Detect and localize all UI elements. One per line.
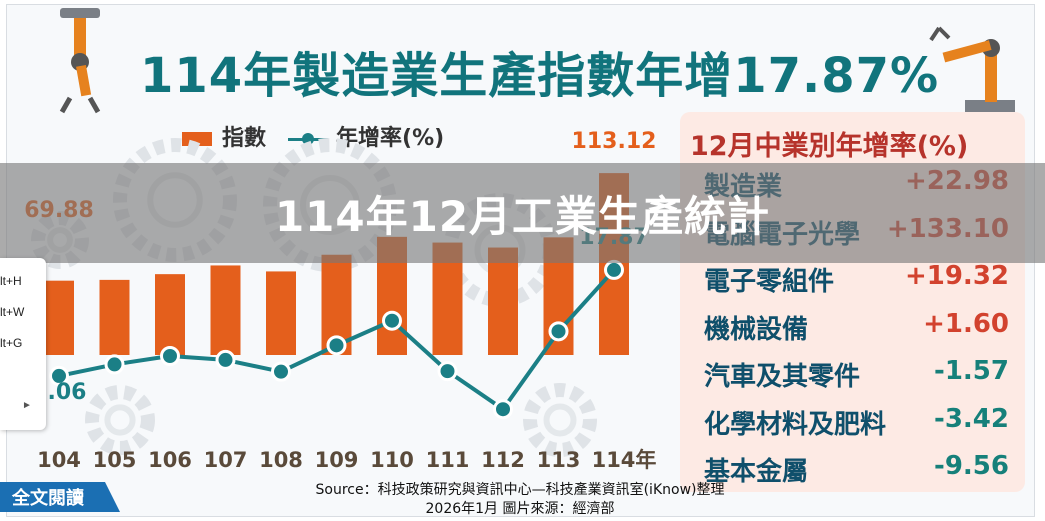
industry-name: 汽車及其零件	[704, 362, 861, 392]
source-line-1: Source：科技政策研究與資訊中心—科技產業資訊室(iKnow)整理	[315, 482, 725, 498]
context-menu-item[interactable]: lt+H	[0, 274, 22, 288]
x-tick-label: 113	[537, 448, 581, 472]
legend-bar-label: 指數	[222, 126, 267, 151]
x-tick-label: 104	[37, 448, 81, 472]
industry-growth-row: 基本金屬 -9.56	[704, 451, 1009, 491]
industry-growth-value: +19.32	[904, 261, 1009, 291]
x-tick-label: 111	[426, 448, 470, 472]
background-gear-hub-icon	[104, 404, 136, 436]
growth-rate-point	[437, 361, 458, 382]
industry-growth-row: 汽車及其零件 -1.57	[704, 356, 1009, 396]
index-bar	[155, 274, 185, 355]
growth-rate-point	[493, 399, 513, 420]
x-tick-label: 106	[148, 448, 192, 472]
growth-rate-point	[326, 335, 347, 356]
bar-data-label: 113.12	[572, 129, 657, 154]
index-bar	[210, 265, 241, 355]
line-data-label: .06	[48, 380, 87, 405]
context-menu-item[interactable]: lt+G	[0, 336, 23, 350]
industry-growth-row: 化學材料及肥料 -3.42	[704, 404, 1009, 444]
headline: 114年製造業生產指數年增17.87%	[140, 48, 940, 104]
source-credit: Source：科技政策研究與資訊中心—科技產業資訊室(iKnow)整理 2026…	[200, 481, 840, 519]
background-gear-icon	[523, 383, 597, 457]
growth-rate-point	[160, 346, 180, 366]
x-tick-label: 105	[93, 448, 137, 472]
growth-rate-point	[271, 361, 291, 382]
industry-growth-value: -3.42	[934, 403, 1009, 434]
index-bar	[44, 280, 74, 355]
background-gear-icon	[85, 385, 155, 455]
legend-line-label: 年增率(%)	[336, 126, 445, 151]
overlay-title: 114年12月工業生產統計	[274, 191, 771, 241]
submenu-arrow-icon[interactable]: ►	[22, 400, 32, 411]
growth-rate-point	[548, 321, 569, 342]
industry-growth-value: -9.56	[934, 451, 1009, 481]
title-overlay-band: 114年12月工業生產統計	[0, 163, 1045, 263]
industry-name: 基本金屬	[704, 457, 809, 487]
growth-rate-point	[215, 349, 236, 370]
growth-rate-point	[604, 259, 624, 280]
source-line-2: 2026年1月 圖片來源：經濟部	[425, 501, 615, 517]
x-tick-label: 112	[481, 448, 525, 472]
background-gear-hub-icon	[543, 403, 577, 437]
growth-rate-point	[49, 365, 69, 386]
industry-growth-row: 電子零組件 +19.32	[704, 261, 1009, 301]
industry-name: 機械設備	[704, 314, 809, 345]
growth-rate-point	[382, 310, 402, 331]
context-menu: lt+H lt+W lt+G ►	[0, 258, 46, 430]
context-menu-item[interactable]: lt+W	[0, 305, 25, 319]
x-tick-label: 110	[370, 448, 414, 472]
industry-name: 電子零組件	[704, 267, 835, 297]
index-bar	[99, 279, 130, 355]
x-tick-label: 109	[315, 448, 359, 472]
industry-growth-value: -1.57	[934, 356, 1009, 386]
industry-growth-value: +1.60	[923, 308, 1009, 339]
x-tick-label: 114年	[592, 448, 657, 472]
index-bar	[488, 247, 518, 355]
industry-name: 化學材料及肥料	[704, 409, 887, 440]
index-bar	[266, 271, 296, 355]
growth-rate-point	[104, 354, 125, 375]
robot-arm-left-icon	[59, 8, 101, 114]
read-all-button[interactable]: 全文閱讀	[0, 482, 120, 512]
robot-arm-right-icon	[929, 26, 1015, 112]
x-tick-label: 107	[204, 448, 248, 472]
industry-growth-title: 12月中業別年增率(%)	[690, 131, 969, 162]
industry-growth-row: 機械設備 +1.60	[704, 309, 1009, 349]
x-tick-label: 108	[259, 448, 303, 472]
